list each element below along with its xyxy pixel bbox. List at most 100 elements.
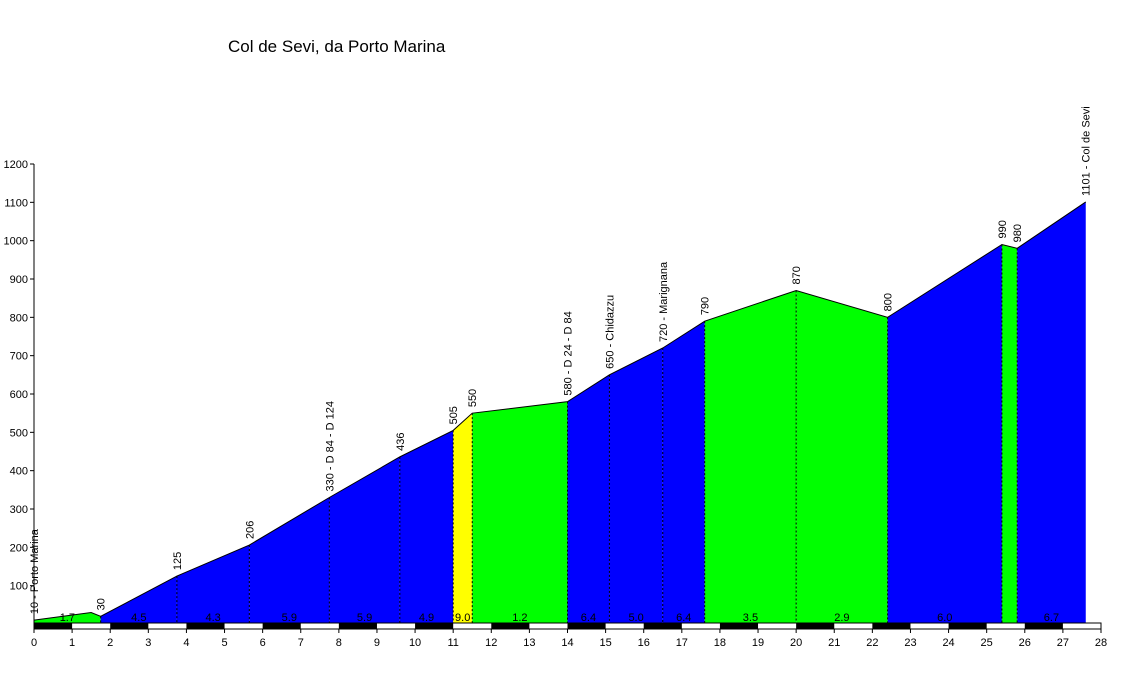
profile-segment-12 bbox=[796, 290, 888, 624]
gradient-label-15: 6.7 bbox=[1044, 612, 1059, 624]
point-label-2: 30 bbox=[96, 598, 108, 610]
point-label-16: 980 bbox=[1012, 224, 1024, 242]
profile-segment-1 bbox=[100, 576, 177, 624]
km-bar-block-10 bbox=[415, 623, 454, 629]
y-tick-label-100: 100 bbox=[10, 581, 28, 593]
gradient-label-10: 6.4 bbox=[676, 612, 691, 624]
point-label-5: 330 - D 84 - D 124 bbox=[324, 401, 336, 492]
x-tick-label-9: 9 bbox=[374, 637, 380, 649]
x-tick-label-0: 0 bbox=[31, 637, 37, 649]
x-tick-label-2: 2 bbox=[107, 637, 113, 649]
gradient-label-2: 4.3 bbox=[205, 612, 220, 624]
profile-segment-3 bbox=[249, 497, 330, 624]
chart-title: Col de Sevi, da Porto Marina bbox=[228, 37, 446, 56]
y-tick-label-600: 600 bbox=[10, 389, 28, 401]
x-tick-label-3: 3 bbox=[145, 637, 151, 649]
gradient-label-9: 5.0 bbox=[628, 612, 643, 624]
profile-segment-7 bbox=[472, 401, 568, 624]
km-bar-block-20 bbox=[796, 623, 835, 629]
x-tick-label-4: 4 bbox=[183, 637, 189, 649]
y-tick-label-1000: 1000 bbox=[4, 236, 28, 248]
gradient-label-3: 5.9 bbox=[282, 612, 297, 624]
y-tick-label-500: 500 bbox=[10, 427, 28, 439]
x-tick-label-23: 23 bbox=[904, 637, 916, 649]
point-label-10: 650 - Chidazzu bbox=[604, 295, 616, 369]
km-bar-block-6 bbox=[262, 623, 301, 629]
profile-segment-4 bbox=[329, 456, 400, 624]
point-label-17: 1101 - Col de Sevi bbox=[1081, 106, 1093, 196]
km-bar-block-4 bbox=[186, 623, 225, 629]
profile-segment-11 bbox=[704, 290, 797, 624]
x-tick-label-6: 6 bbox=[260, 637, 266, 649]
gradient-label-4: 5.9 bbox=[357, 612, 372, 624]
gradient-label-13: 6.0 bbox=[937, 612, 952, 624]
x-tick-label-25: 25 bbox=[981, 637, 993, 649]
x-tick-label-19: 19 bbox=[752, 637, 764, 649]
y-tick-label-700: 700 bbox=[10, 351, 28, 363]
gradient-label-7: 1.2 bbox=[512, 612, 527, 624]
km-bar-block-14 bbox=[567, 623, 606, 629]
x-tick-label-28: 28 bbox=[1095, 637, 1107, 649]
y-tick-label-300: 300 bbox=[10, 504, 28, 516]
km-bar-block-12 bbox=[491, 623, 530, 629]
x-tick-label-8: 8 bbox=[336, 637, 342, 649]
point-label-4: 206 bbox=[244, 521, 256, 539]
profile-line bbox=[33, 201, 1087, 621]
y-tick-label-200: 200 bbox=[10, 542, 28, 554]
profile-segment-2 bbox=[176, 545, 250, 624]
x-tick-label-27: 27 bbox=[1057, 637, 1069, 649]
km-bar-block-16 bbox=[643, 623, 682, 629]
km-bar-block-8 bbox=[338, 623, 377, 629]
gradient-label-12: 2.9 bbox=[834, 612, 849, 624]
x-tick-label-1: 1 bbox=[69, 637, 75, 649]
gradient-label-8: 6.4 bbox=[581, 612, 596, 624]
profile-segment-13 bbox=[887, 244, 1002, 624]
x-tick-label-20: 20 bbox=[790, 637, 802, 649]
point-label-6: 436 bbox=[395, 433, 407, 451]
profile-segment-0 bbox=[34, 612, 101, 624]
point-label-15: 990 bbox=[997, 220, 1009, 238]
x-tick-label-5: 5 bbox=[221, 637, 227, 649]
x-tick-label-22: 22 bbox=[866, 637, 878, 649]
point-label-12: 790 bbox=[700, 297, 712, 315]
y-tick-label-400: 400 bbox=[10, 466, 28, 478]
profile-segment-8 bbox=[567, 374, 610, 624]
x-tick-label-10: 10 bbox=[409, 637, 421, 649]
profile-segment-10 bbox=[662, 321, 705, 624]
x-tick-label-17: 17 bbox=[676, 637, 688, 649]
x-tick-label-14: 14 bbox=[561, 637, 573, 649]
x-tick-label-15: 15 bbox=[599, 637, 611, 649]
point-label-0: 10 - Porto Marina bbox=[29, 528, 41, 614]
y-tick-label-1200: 1200 bbox=[4, 159, 28, 171]
x-tick-label-13: 13 bbox=[523, 637, 535, 649]
point-label-9: 580 - D 24 - D 84 bbox=[563, 311, 575, 395]
point-label-3: 125 bbox=[172, 552, 184, 570]
km-bar-block-18 bbox=[719, 623, 759, 629]
profile-segment-14 bbox=[1001, 244, 1018, 624]
km-bar-block-2 bbox=[110, 623, 149, 629]
y-tick-label-800: 800 bbox=[10, 312, 28, 324]
gradient-label-6: 9.0 bbox=[455, 612, 470, 624]
profile-segment-9 bbox=[609, 348, 663, 624]
profile-segment-6 bbox=[453, 413, 473, 624]
x-tick-label-16: 16 bbox=[638, 637, 650, 649]
gradient-label-5: 4.9 bbox=[419, 612, 434, 624]
y-tick-label-900: 900 bbox=[10, 274, 28, 286]
x-tick-label-11: 11 bbox=[447, 637, 458, 649]
gradient-label-11: 3.5 bbox=[743, 612, 758, 624]
km-bar-block-26 bbox=[1024, 623, 1063, 629]
profile-segment-15 bbox=[1017, 201, 1086, 624]
y-tick-label-1100: 1100 bbox=[4, 197, 28, 209]
km-bar-block-22 bbox=[872, 623, 911, 629]
gradient-label-1: 4.5 bbox=[131, 612, 146, 624]
point-label-13: 870 bbox=[791, 266, 803, 284]
profile-segment-5 bbox=[399, 430, 454, 624]
point-label-7: 505 bbox=[448, 406, 460, 424]
gradient-label-0: 1.7 bbox=[60, 612, 75, 624]
km-bar-block-24 bbox=[948, 623, 987, 629]
point-label-8: 550 bbox=[467, 389, 479, 407]
x-tick-label-26: 26 bbox=[1019, 637, 1031, 649]
x-tick-label-18: 18 bbox=[714, 637, 726, 649]
x-tick-label-7: 7 bbox=[298, 637, 304, 649]
